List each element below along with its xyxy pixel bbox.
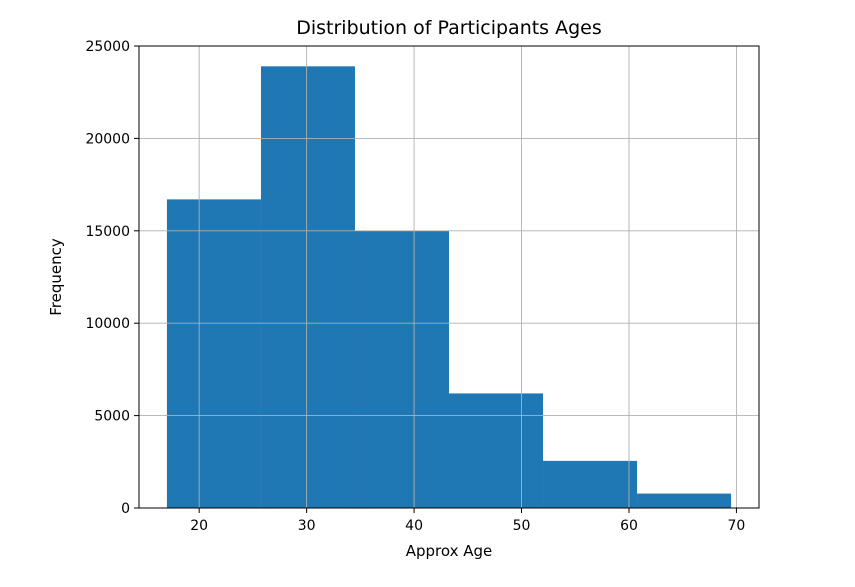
histogram-bar (166, 199, 261, 508)
x-tick-label: 70 (728, 518, 746, 534)
y-tick-label: 20000 (85, 131, 130, 147)
histogram-bars (166, 66, 732, 509)
histogram-bar (354, 230, 449, 509)
y-tick-label: 5000 (94, 409, 130, 425)
histogram-bar (543, 460, 638, 508)
histogram-bar (260, 66, 355, 508)
y-tick-label: 25000 (85, 39, 130, 55)
x-tick-label: 40 (405, 518, 423, 534)
x-axis-label: Approx Age (406, 542, 493, 560)
y-tick-label: 0 (121, 501, 130, 517)
y-tick-label: 10000 (85, 316, 130, 332)
y-axis-label: Frequency (47, 238, 65, 316)
plot-frame (138, 45, 760, 509)
x-axis: 20 30 40 50 60 70 (190, 508, 745, 534)
x-tick-label: 20 (190, 518, 208, 534)
x-tick-label: 60 (620, 518, 638, 534)
y-axis: 0 5000 10000 15000 20000 25000 (85, 39, 139, 517)
x-tick-label: 50 (513, 518, 531, 534)
y-tick-label: 15000 (85, 224, 130, 240)
histogram-bar (449, 393, 544, 508)
histogram-bar (637, 493, 732, 508)
chart-title: Distribution of Participants Ages (296, 17, 602, 39)
x-tick-label: 30 (298, 518, 316, 534)
